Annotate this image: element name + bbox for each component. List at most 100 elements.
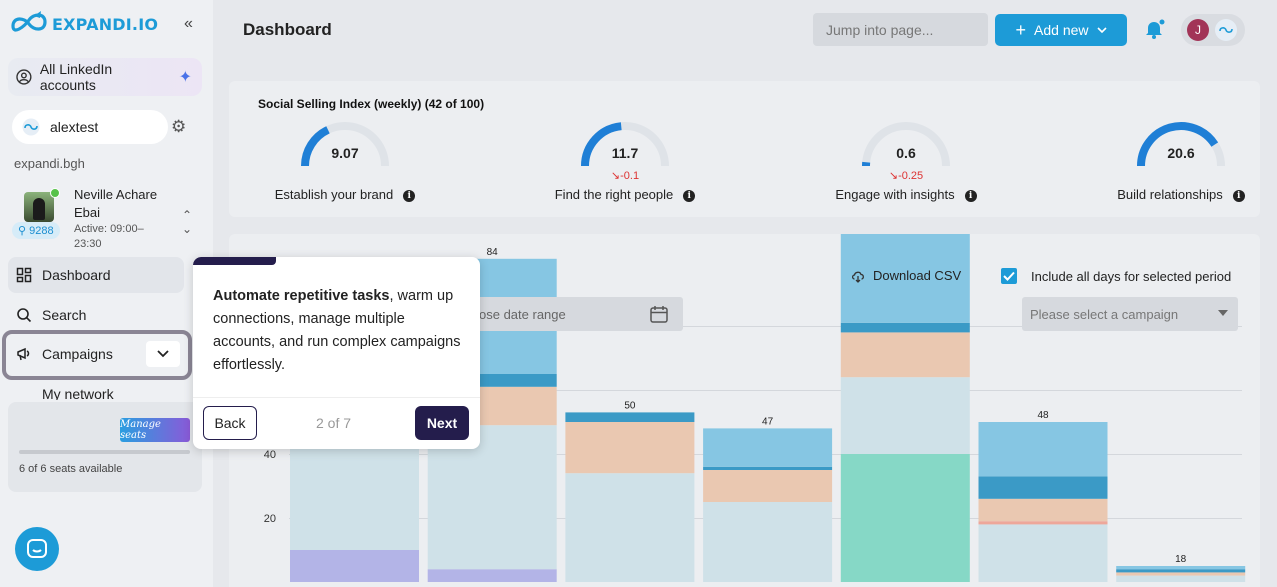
chevron-down-icon xyxy=(1096,26,1107,33)
bar-total-label: 50 xyxy=(624,400,636,411)
checkbox-checked-icon[interactable] xyxy=(1001,268,1017,284)
dashboard-grid-icon xyxy=(16,267,32,283)
brand-name: EXPANDI.IO xyxy=(52,14,159,34)
divider xyxy=(193,397,480,398)
bar-segment xyxy=(1116,566,1246,570)
chevron-up-down-icon[interactable]: ⌃ ⌄ xyxy=(182,208,193,236)
bar-segment xyxy=(290,550,419,582)
download-csv-button[interactable]: Download CSV xyxy=(851,268,961,283)
infinity-rocket-icon xyxy=(11,11,47,32)
gauge-label: Build relationships i xyxy=(1091,187,1271,202)
y-tick-label: 20 xyxy=(264,513,276,525)
connections-count: 9288 xyxy=(29,225,54,237)
calendar-icon xyxy=(650,306,668,323)
expandi-logo[interactable]: EXPANDI.IO xyxy=(10,10,158,38)
include-all-days-label: Include all days for selected period xyxy=(1031,268,1232,284)
sidebar-item-label: Dashboard xyxy=(42,267,111,283)
bar-total-label: 48 xyxy=(1037,410,1049,421)
gauge-label-text: Engage with insights xyxy=(835,187,955,202)
ssi-title: Social Selling Index (weekly) (42 of 100… xyxy=(258,97,485,111)
top-header: Dashboard Jump into page... + Add new J xyxy=(213,0,1277,62)
account-selector[interactable]: alextest xyxy=(12,110,168,144)
bar-segment xyxy=(1116,572,1246,576)
sidebar-item-network[interactable]: My network xyxy=(8,380,184,400)
bar-segment xyxy=(427,425,557,570)
gauge-arc xyxy=(1137,122,1225,167)
gauge-label-text: Establish your brand xyxy=(274,187,394,202)
megaphone-icon xyxy=(17,347,30,361)
seats-progress-bar xyxy=(19,450,190,454)
gear-icon[interactable]: ⚙ xyxy=(171,117,187,136)
date-range-picker[interactable]: ose date range xyxy=(469,297,683,331)
gauge-value: 9.07 xyxy=(331,145,359,161)
user-circle-icon xyxy=(16,69,32,85)
campaign-select[interactable]: Please select a campaign xyxy=(1022,297,1238,331)
info-icon[interactable]: i xyxy=(403,189,416,202)
bar-segment xyxy=(840,332,970,378)
info-icon[interactable]: i xyxy=(1232,189,1245,202)
page-title: Dashboard xyxy=(243,20,332,39)
add-new-label: Add new xyxy=(1034,22,1089,38)
jump-search-input[interactable]: Jump into page... xyxy=(813,13,988,46)
manage-seats-button[interactable]: Manage seats xyxy=(120,418,190,442)
tooltip-body-text: , warm up connections, manage multiple a… xyxy=(213,288,461,373)
plus-icon: + xyxy=(1015,20,1027,40)
seats-panel: Manage seats 6 of 6 seats available xyxy=(8,402,202,492)
gauge-delta-text: -0.1 xyxy=(620,170,640,182)
cloud-download-icon xyxy=(851,271,864,283)
bar-segment xyxy=(703,466,833,470)
sidebar-item-campaigns[interactable]: Campaigns xyxy=(8,336,184,372)
gauge-value: 11.7 xyxy=(611,145,639,161)
info-icon[interactable]: i xyxy=(964,189,977,202)
ssi-gauge: 20.6 Build relationships i xyxy=(1091,121,1271,231)
gauge-arc xyxy=(301,122,389,167)
ssi-gauge: 11.7 ↘-0.1 Find the right people i xyxy=(535,121,715,231)
profile-name: Neville Achare Ebai xyxy=(74,187,158,220)
add-new-button[interactable]: + Add new xyxy=(995,14,1127,46)
workspace-name: expandi.bgh xyxy=(14,156,85,171)
trend-down-icon: ↘ xyxy=(888,170,899,182)
sidebar: EXPANDI.IO « All LinkedIn accounts ✦ ale… xyxy=(0,0,213,587)
gauge-label: Engage with insights i xyxy=(816,187,996,202)
gauge-delta-text: -0.25 xyxy=(898,170,924,182)
sidebar-item-dashboard[interactable]: Dashboard xyxy=(8,257,184,293)
bar-segment xyxy=(978,422,1108,477)
seats-available-text: 6 of 6 seats available xyxy=(19,463,123,475)
chat-support-button[interactable] xyxy=(15,527,59,571)
bar-segment xyxy=(427,569,557,582)
back-button[interactable]: Back xyxy=(203,406,257,440)
campaign-select-placeholder: Please select a campaign xyxy=(1030,306,1179,322)
ssi-gauge: 9.07 Establish your brand i xyxy=(255,121,435,231)
bar-segment xyxy=(840,377,970,454)
collapse-sidebar-icon[interactable]: « xyxy=(184,15,193,32)
account-name: alextest xyxy=(50,119,99,135)
gauge-arc xyxy=(862,122,950,167)
bar-total-label: 47 xyxy=(762,416,774,427)
trend-down-icon: ↘ xyxy=(610,170,621,182)
user-menu[interactable]: J xyxy=(1181,14,1245,46)
next-button[interactable]: Next xyxy=(415,406,469,440)
profile-card[interactable]: ⚲ 9288 Neville Achare Ebai Active: 09:00… xyxy=(12,186,204,250)
sidebar-item-search[interactable]: Search xyxy=(8,297,184,333)
account-logo-icon xyxy=(22,118,40,136)
avatar xyxy=(24,192,54,222)
bar-segment xyxy=(703,502,833,582)
bar-segment xyxy=(565,422,695,474)
bell-icon[interactable] xyxy=(1143,18,1165,45)
include-all-days-checkbox[interactable]: Include all days for selected period xyxy=(1001,268,1231,284)
info-icon[interactable]: i xyxy=(683,189,696,202)
gauge-delta: ↘-0.25 xyxy=(816,169,996,182)
download-csv-label: Download CSV xyxy=(873,268,962,283)
chevron-down-icon[interactable] xyxy=(146,341,180,367)
bar-segment xyxy=(840,322,970,333)
bar-segment xyxy=(1116,575,1246,582)
ssi-gauge: 0.6 ↘-0.25 Engage with insights i xyxy=(816,121,996,231)
gauge-label-text: Build relationships xyxy=(1117,187,1223,202)
all-linkedin-accounts-button[interactable]: All LinkedIn accounts ✦ xyxy=(8,58,202,96)
sidebar-item-label: Campaigns xyxy=(42,346,113,362)
bar-segment xyxy=(1116,569,1246,573)
tour-progress-bar xyxy=(193,257,277,265)
gauge-arc xyxy=(581,122,669,167)
ssi-card: Social Selling Index (weekly) (42 of 100… xyxy=(229,81,1260,217)
all-accounts-label: All LinkedIn accounts xyxy=(39,61,113,93)
